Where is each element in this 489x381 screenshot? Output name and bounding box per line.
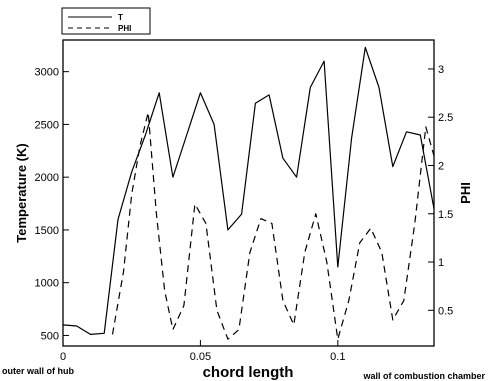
series-line-t	[62, 46, 435, 335]
y2-tick-label: 0.5	[438, 305, 453, 317]
x-tick-label: 0	[60, 351, 66, 363]
legend: T PHI	[61, 7, 151, 35]
legend-label-t: T	[118, 13, 123, 22]
x-axis: 0 0.05 0.1	[60, 340, 345, 363]
y-tick-label: 2500	[35, 119, 59, 131]
annotation-left: outer wall of hub	[2, 366, 74, 376]
annotation-right: wall of combustion chamber	[362, 371, 485, 381]
y2-tick-label: 1.5	[438, 209, 453, 221]
y2-tick-label: 1	[438, 257, 444, 269]
y-tick-label: 2000	[35, 172, 59, 184]
y2-tick-label: 3	[438, 64, 444, 76]
series-line-phi	[111, 111, 435, 340]
y-axis-left: 500 1000 1500 2000 2500 3000	[35, 67, 69, 342]
x-tick-label: 0.05	[190, 351, 211, 363]
y-axis-title: Temperature (K)	[14, 143, 29, 242]
series-layer	[62, 46, 435, 340]
x-tick-label: 0.1	[330, 351, 345, 363]
y-tick-label: 3000	[35, 67, 59, 79]
legend-label-phi: PHI	[118, 24, 131, 33]
x-axis-title: chord length	[203, 364, 294, 381]
y2-axis-title: PHI	[458, 182, 473, 204]
y-tick-label: 1500	[35, 225, 59, 237]
plot-frame	[62, 39, 435, 347]
legend-box	[61, 7, 151, 35]
y-tick-label: 500	[41, 330, 59, 342]
y2-tick-label: 2.5	[438, 112, 453, 124]
y-tick-label: 1000	[35, 278, 59, 290]
y2-tick-label: 2	[438, 160, 444, 172]
y-axis-right: 0.5 1 1.5 2 2.5 3	[428, 64, 453, 317]
